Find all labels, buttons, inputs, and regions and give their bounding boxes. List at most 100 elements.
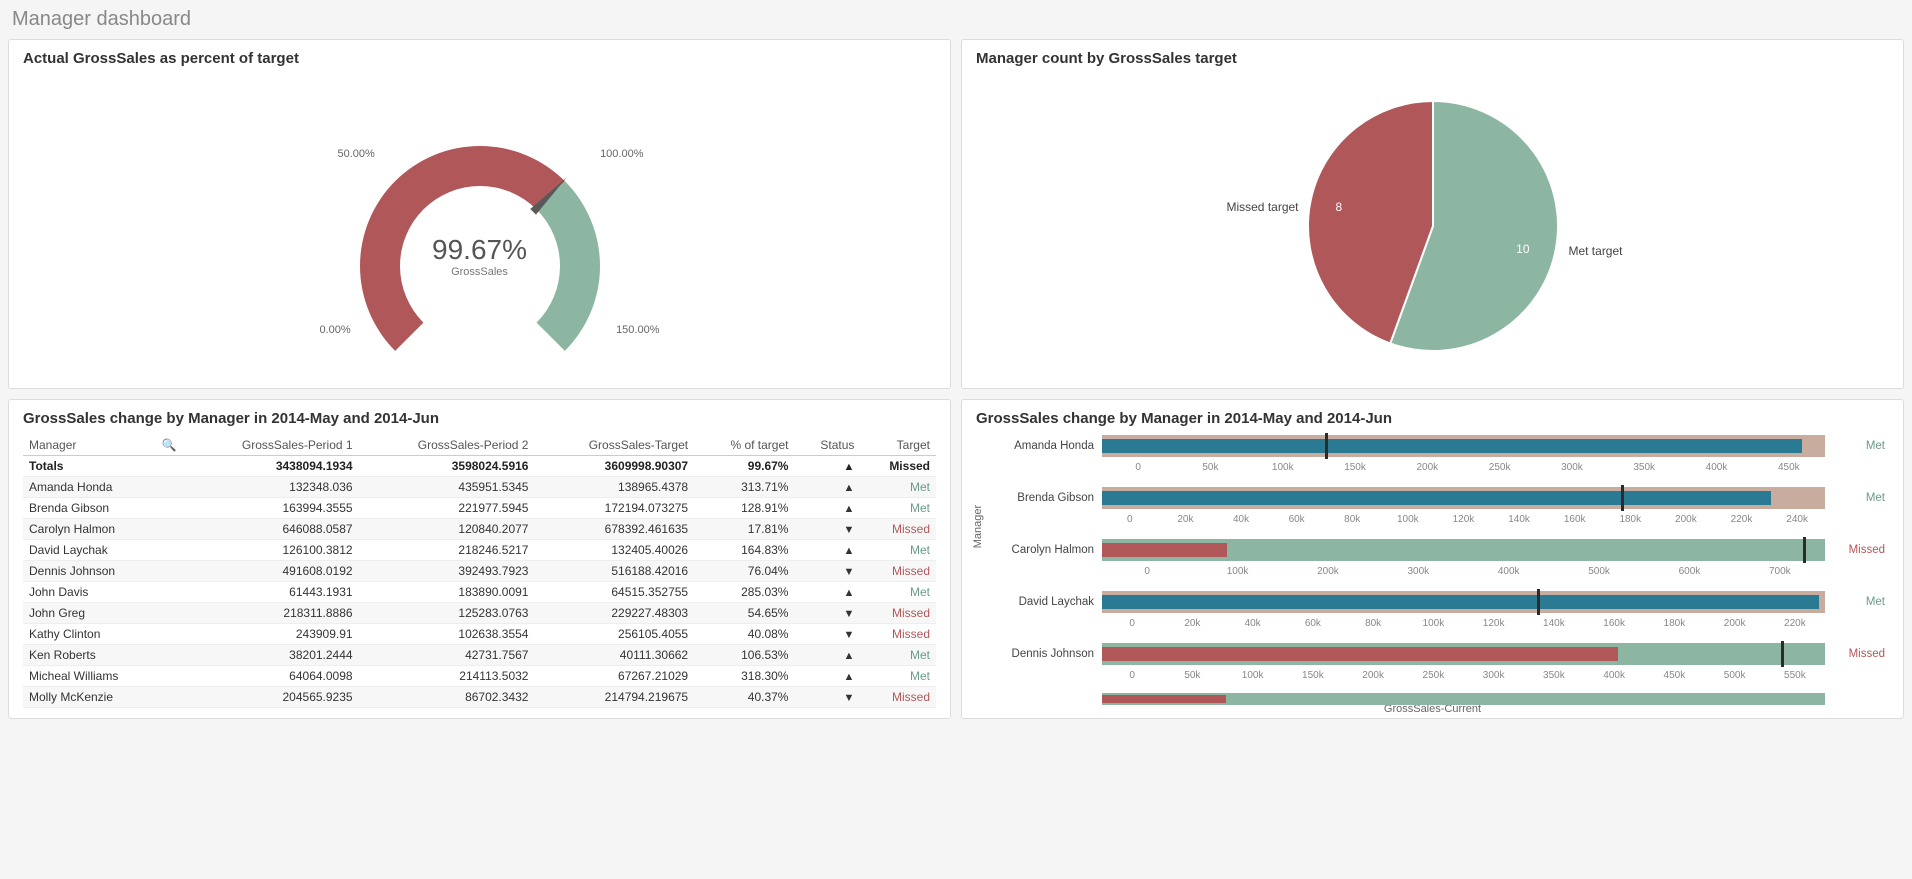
cell-manager: David Laychak [23,540,183,561]
gauge-chart: 0.00% 50.00% 100.00% 150.00% 99.67% Gros… [260,86,700,366]
search-icon[interactable]: 🔍 [162,438,177,452]
cell-status: Missed [860,603,936,624]
bar-status: Missed [1825,648,1885,660]
col-manager[interactable]: Manager🔍 [23,435,183,456]
pie-chart: Missed target Met target 8 10 [1183,76,1683,376]
col-status[interactable]: Status [794,435,860,456]
table-row[interactable]: Micheal Williams64064.0098214113.5032672… [23,666,936,687]
bar-track[interactable] [1102,537,1825,563]
cell-target: 132405.40026 [534,540,694,561]
table-title: GrossSales change by Manager in 2014-May… [23,410,936,427]
page-title: Manager dashboard [0,0,1912,39]
cell-p1: 61443.1931 [183,582,359,603]
cell-arrow: ▼ [794,561,860,582]
bar-row: Dennis Johnson Missed [992,641,1885,667]
pie-value-missed: 8 [1336,200,1343,214]
cell-arrow: ▲ [794,666,860,687]
table-row[interactable]: Kathy Clinton243909.91102638.3554256105.… [23,624,936,645]
cell-target: 179400.118485 [534,708,694,709]
table-row[interactable]: John Greg218311.8886125283.0763229227.48… [23,603,936,624]
table-row[interactable]: Carolyn Halmon646088.0587120840.20776783… [23,519,936,540]
pie-label-met: Met target [1568,244,1622,258]
cell-target: 67267.21029 [534,666,694,687]
cell-p2: 214113.5032 [359,666,535,687]
bar-track[interactable] [1102,485,1825,511]
cell-manager: Amanda Honda [23,477,183,498]
bar-axis: 020k40k60k80k100k120k140k160k180k200k220… [1102,618,1825,629]
table-row[interactable]: Ken Roberts38201.244442731.756740111.306… [23,645,936,666]
col-target[interactable]: GrossSales-Target [534,435,694,456]
cell-p2: 102638.3554 [359,624,535,645]
cell-p2: 435951.5345 [359,477,535,498]
cell-manager: Dennis Johnson [23,561,183,582]
cell-p2: 86702.3432 [359,687,535,708]
col-pct[interactable]: % of target [694,435,794,456]
table-row[interactable]: Molly McKenzie204565.923586702.343221479… [23,687,936,708]
gauge-sublabel: GrossSales [432,266,527,278]
bars-ylabel: Manager [972,505,984,548]
table-row[interactable]: David Laychak126100.3812218246.521713240… [23,540,936,561]
cell-arrow: ▼ [794,519,860,540]
bar-track[interactable] [1102,589,1825,615]
cell-p2: 183890.0091 [359,582,535,603]
cell-pct: 285.03% [694,582,794,603]
cell-status: Met [860,540,936,561]
table-row[interactable]: Dennis Johnson491608.0192392493.79235161… [23,561,936,582]
cell-p1: 646088.0587 [183,519,359,540]
bar-label: Carolyn Halmon [992,544,1102,556]
gauge-max-label: 150.00% [616,324,659,336]
cell-p2: 97172.8799 [359,708,535,709]
cell-p1: 126100.3812 [183,540,359,561]
cell-pct: 128.91% [694,498,794,519]
cell-pct: 40.37% [694,687,794,708]
bar-row: Carolyn Halmon Missed [992,537,1885,563]
cell-manager: Odessa Morris [23,708,183,709]
table-scroll[interactable]: Manager🔍 GrossSales-Period 1 GrossSales-… [23,435,936,708]
bar-track[interactable] [1102,433,1825,459]
bar-track[interactable] [1102,693,1825,705]
table-row[interactable]: Brenda Gibson163994.3555221977.594517219… [23,498,936,519]
bar-track[interactable] [1102,641,1825,667]
table-row[interactable]: Totals3438094.19343598024.59163609998.90… [23,456,936,477]
cell-p1: 243909.91 [183,624,359,645]
cell-pct: 313.71% [694,477,794,498]
gauge-value: 99.67% [432,234,527,266]
cell-target: 40111.30662 [534,645,694,666]
cell-target: 172194.073275 [534,498,694,519]
cell-manager: John Greg [23,603,183,624]
cell-arrow: ▲ [794,477,860,498]
dashboard-grid: Actual GrossSales as percent of target 0… [0,39,1912,727]
bar-row [992,693,1885,705]
bar-status: Met [1825,596,1885,608]
cell-arrow: ▲ [794,456,860,477]
cell-manager: Carolyn Halmon [23,519,183,540]
cell-pct: 54.17% [694,708,794,709]
cell-status: Missed [860,624,936,645]
table-row[interactable]: Amanda Honda132348.036435951.5345138965.… [23,477,936,498]
bar-axis: 0100k200k300k400k500k600k700k [1102,566,1825,577]
col-targetflag[interactable]: Target [860,435,936,456]
table-row[interactable]: John Davis61443.1931183890.009164515.352… [23,582,936,603]
cell-pct: 164.83% [694,540,794,561]
bar-status: Missed [1825,544,1885,556]
col-p2[interactable]: GrossSales-Period 2 [359,435,535,456]
cell-arrow: ▼ [794,708,860,709]
gauge-min-label: 0.00% [320,324,351,336]
cell-status: Met [860,666,936,687]
bar-row: Brenda GibsonMet [992,485,1885,511]
bar-label: Dennis Johnson [992,648,1102,660]
cell-manager: Micheal Williams [23,666,183,687]
cell-status: Missed [860,708,936,709]
cell-p2: 218246.5217 [359,540,535,561]
bar-status: Met [1825,440,1885,452]
cell-arrow: ▼ [794,624,860,645]
table-row[interactable]: Odessa Morris170857.255797172.8799179400… [23,708,936,709]
cell-arrow: ▲ [794,645,860,666]
cell-manager: John Davis [23,582,183,603]
gauge-mid-label: 50.00% [338,148,375,160]
cell-status: Missed [860,687,936,708]
col-p1[interactable]: GrossSales-Period 1 [183,435,359,456]
cell-manager: Ken Roberts [23,645,183,666]
cell-p2: 125283.0763 [359,603,535,624]
table-card: GrossSales change by Manager in 2014-May… [8,399,951,719]
